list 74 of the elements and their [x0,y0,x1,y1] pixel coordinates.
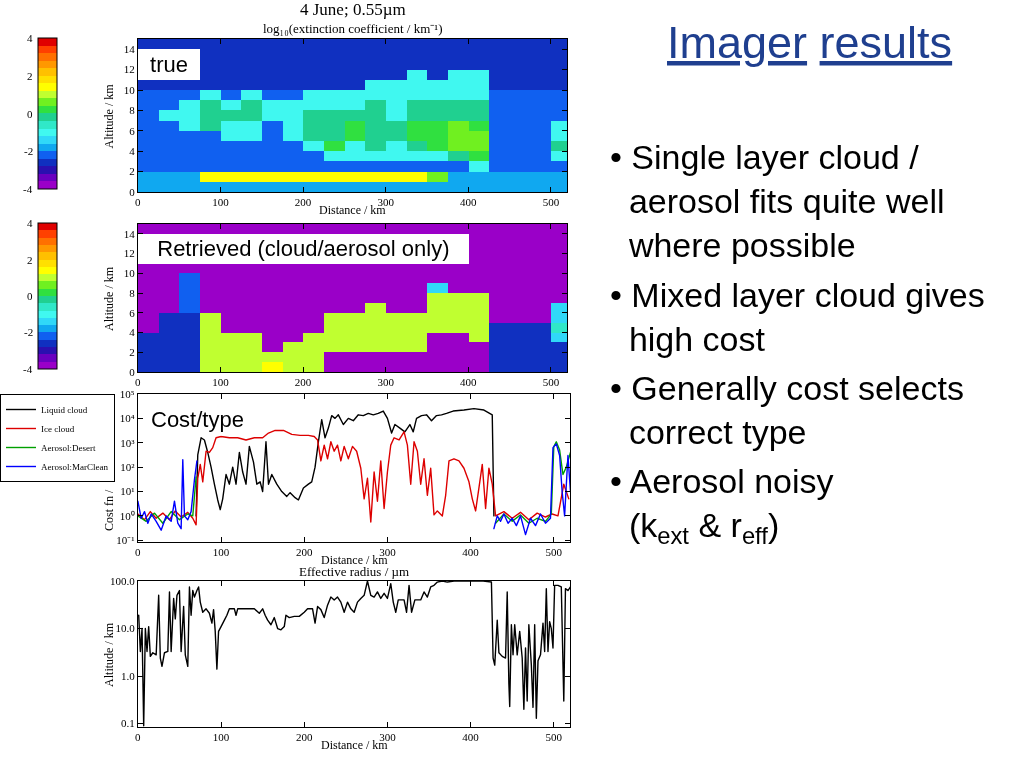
x-tick-label: 400 [460,376,478,389]
y-tick-label: 6 [129,306,136,319]
color-bar-label: -2 [24,326,34,338]
y-tick-label: 14 [123,227,136,240]
x-tick-label: 300 [377,376,395,389]
y-tick-label: 2 [129,165,135,178]
y-tick-label: 4 [129,326,136,339]
y-tick-label: 1.0 [120,669,136,682]
legend-label: Aerosol:MarClean [41,462,109,473]
y-tick-label: 8 [129,104,136,117]
x-tick-label: 500 [542,376,560,389]
color-bar-label: -4 [23,183,33,195]
y-tick-label: 100.0 [109,574,136,587]
y-axis-title: Cost fn / [101,488,116,531]
y-tick-label: 0 [129,185,136,198]
y-tick-label: 10¹ [120,485,135,498]
y-tick-label: 10⁰ [119,509,135,522]
x-tick-label: 100 [212,546,230,559]
color-bar-label: 0 [27,290,33,302]
y-tick-label: 10³ [120,436,136,449]
color-bar-label: -4 [23,363,33,375]
y-axis-title: Altitude / km [101,266,116,331]
text: Imager results [667,17,953,68]
text: • Generally cost selects correct type [610,369,964,452]
color-bar-label: -2 [24,145,34,157]
y-tick-label: 12 [123,247,135,260]
x-tick-label: 100 [212,196,230,209]
x-tick-label: 200 [296,731,313,744]
y-tick-label: 14 [123,43,136,56]
y-tick-label: 8 [129,286,136,299]
y-tick-label: 10 [123,267,136,280]
annotation: true [150,51,188,77]
x-tick-label: 400 [462,731,480,744]
y-tick-label: 0.1 [120,717,135,730]
y-tick-label: 10² [120,460,136,473]
text: • Single layer cloud / aerosol fits quite well where possible [610,138,945,265]
y-tick-label: 10⁻¹ [116,534,135,547]
y-tick-label: 0 [129,365,136,378]
y-axis-title: Altitude / km [101,622,116,687]
y-tick-label: 4 [129,145,136,158]
legend-label: Liquid cloud [41,405,88,416]
x-tick-label: 500 [545,546,563,559]
x-tick-label: 400 [462,546,480,559]
color-bar-label: 4 [27,217,33,229]
chart-title: Effective radius / µm [299,564,410,579]
x-tick-label: 200 [294,376,312,389]
y-tick-label: 12 [123,63,135,76]
x-tick-label: 200 [294,196,312,209]
y-tick-label: 6 [129,124,136,137]
legend-label: Ice cloud [41,424,75,435]
x-tick-label: 500 [545,731,563,744]
text: • Mixed layer cloud gives high cost [610,276,985,359]
y-tick-label: 10 [123,83,136,96]
color-bar-label: 2 [27,254,33,266]
line-series [138,581,571,727]
color-bar-label: 2 [27,70,33,82]
chart-title: 4 June; 0.55µm [300,0,406,19]
y-tick-label: 10⁵ [119,387,135,400]
color-bar-label: 0 [27,108,33,120]
legend-label: Aerosol:Desert [41,443,96,454]
annotation: Retrieved (cloud/aerosol only) [157,236,450,262]
x-tick-label: 400 [460,196,478,209]
x-tick-label: 500 [542,196,560,209]
y-axis-title: Altitude / km [102,83,117,149]
x-tick-label: 200 [296,546,313,559]
y-tick-label: 10.0 [115,622,136,635]
color-bar-label: 4 [27,32,33,44]
y-tick-label: 2 [129,346,135,359]
y-tick-label: 10⁴ [119,412,135,425]
chart-subtitle: log₁₀(extinction coefficient / km⁻¹) [263,21,443,36]
x-tick-label: 100 [212,731,230,744]
annotation: Cost/type [151,407,244,432]
x-tick-label: 100 [212,376,230,389]
text: • Aerosol noisy (k$_{ext}$ & r$_{eff}$) [610,462,834,550]
